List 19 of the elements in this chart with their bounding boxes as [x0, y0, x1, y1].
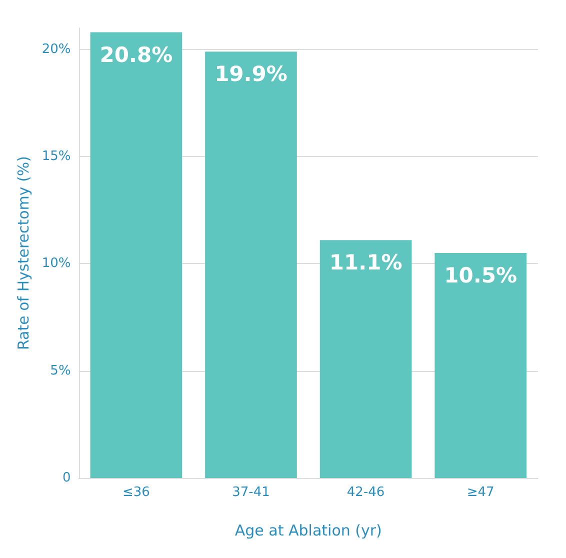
y-tick-label: 0 — [62, 470, 71, 486]
y-tick-label: 15% — [42, 149, 71, 164]
y-tick-label: 10% — [42, 256, 71, 272]
x-tick-label: 37-41 — [232, 485, 270, 500]
bar — [205, 52, 297, 478]
x-tick-label: 42-46 — [346, 485, 385, 500]
x-axis-title: Age at Ablation (yr) — [234, 522, 382, 540]
bar — [434, 253, 527, 478]
bar — [90, 32, 182, 478]
bar — [320, 240, 412, 478]
x-tick-label: ≥47 — [466, 485, 494, 500]
data-label: 10.5% — [444, 264, 518, 288]
y-tick-label: 20% — [42, 42, 71, 57]
data-label: 20.8% — [100, 42, 173, 67]
x-tick-label: ≤36 — [122, 485, 150, 500]
y-tick-label: 5% — [50, 363, 71, 378]
data-label: 11.1% — [329, 250, 402, 275]
data-label: 19.9% — [214, 62, 288, 86]
y-axis-title: Rate of Hysterectomy (%) — [14, 156, 32, 350]
